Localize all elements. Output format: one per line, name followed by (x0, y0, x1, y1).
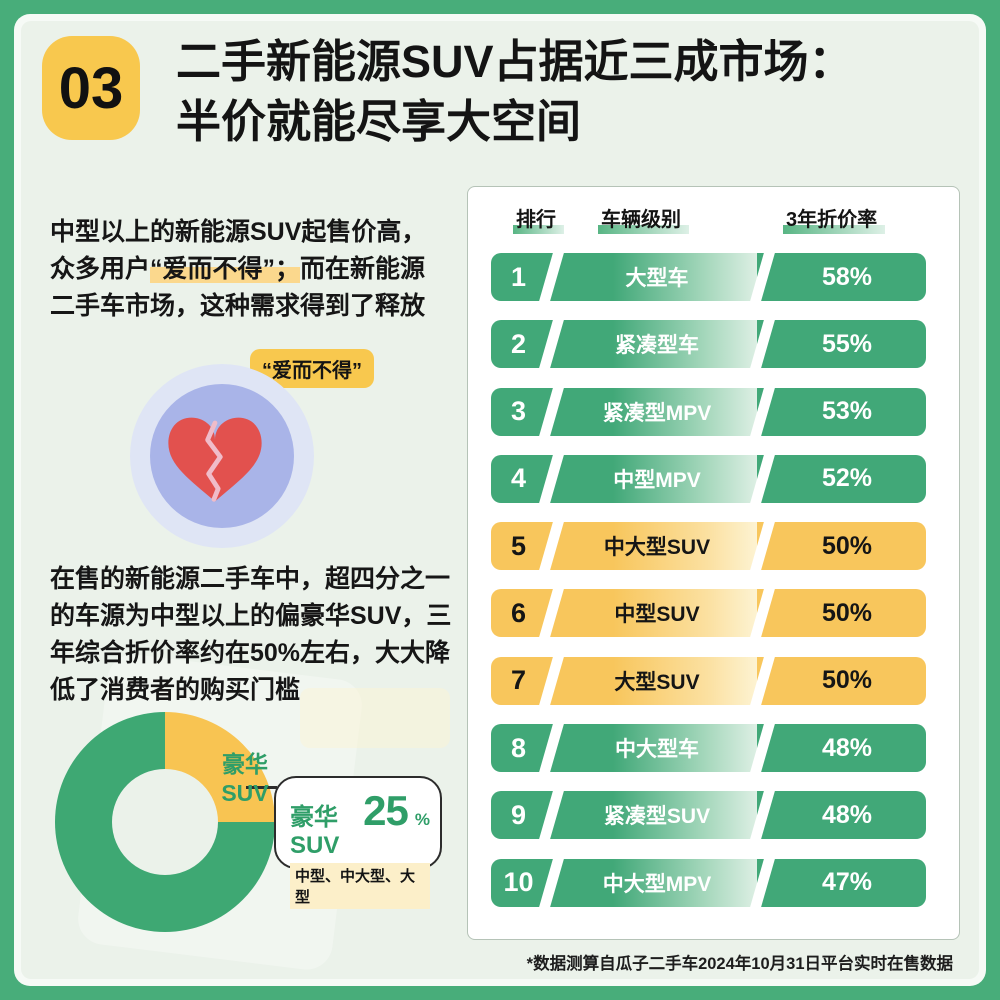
table-header-row: 排行 车辆级别 3年折价率 (468, 203, 959, 234)
class-cell-label: 大型车 (625, 267, 689, 290)
rate-cell: 58% (821, 262, 873, 291)
intro-text-pre: 中型以上的新能源SUV起售价高，众多用户 (50, 218, 427, 283)
column-header-class-label: 车辆级别 (598, 203, 689, 234)
section-number-badge: 03 (42, 36, 140, 140)
broken-heart-icon (168, 417, 262, 502)
class-cell: 中大型SUV (557, 522, 757, 571)
column-header-rate-label: 3年折价率 (782, 203, 886, 234)
class-cell-label: 紧凑型车 (615, 334, 699, 358)
rate-cell: 50% (821, 598, 873, 627)
class-cell: 紧凑型MPV (557, 387, 757, 436)
rate-cell: 55% (821, 329, 873, 358)
table-row-1: 1 大型车 58% (491, 253, 926, 301)
table-row-8: 8 中大型车 48% (491, 724, 926, 773)
column-header-rate: 3年折价率 (782, 203, 886, 234)
table-row-7-highlighted: 7 大型SUV 50% (491, 656, 926, 705)
rank-cell: 2 (510, 328, 527, 359)
callout-series-name: 豪华SUV (290, 804, 340, 859)
class-cell: 紧凑型车 (557, 320, 757, 369)
rank-cell: 8 (510, 732, 527, 763)
class-cell: 中型SUV (557, 589, 757, 638)
rank-cell: 6 (510, 597, 527, 628)
donut-chart: 豪华 SUV (55, 712, 275, 932)
table-row-10: 10 中大型MPV 47% (491, 858, 926, 907)
rank-cell: 3 (510, 396, 527, 427)
class-cell: 中大型MPV (557, 858, 757, 907)
rate-cell: 50% (821, 666, 873, 695)
donut-slice-label-line1: 豪华 (222, 751, 268, 777)
class-cell-label: 中型SUV (614, 603, 700, 627)
class-cell: 中大型车 (557, 724, 757, 773)
class-cell: 大型车 (557, 253, 757, 301)
table-row-4: 4 中型MPV 52% (491, 454, 926, 503)
class-cell-label: 中大型MPV (602, 872, 712, 896)
class-cell-label: 紧凑型SUV (603, 805, 711, 829)
class-cell: 紧凑型SUV (557, 791, 757, 840)
callout-value: 25 (363, 787, 409, 834)
rank-cell: 5 (510, 530, 527, 561)
page-title: 二手新能源SUV占据近三成市场： 半价就能尽享大空间 (176, 32, 854, 152)
rate-cell: 48% (821, 800, 873, 829)
intro-text-post: 而在新能源二手车市场，这种需求得到了释放 (50, 255, 426, 320)
class-cell-label: 大型SUV (614, 670, 700, 694)
table-row-9: 9 紧凑型SUV 48% (491, 791, 926, 840)
body-paragraph: 在售的新能源二手车中，超四分之一的车源为中型以上的偏豪华SUV，三年综合折价率约… (50, 565, 452, 704)
table-row-3: 3 紧凑型MPV 53% (491, 387, 926, 436)
table-row-6-highlighted: 6 中型SUV 50% (491, 589, 926, 638)
rank-cell: 10 (503, 867, 534, 898)
callout-note: 中型、中大型、大型 (290, 863, 430, 909)
rank-cell: 7 (510, 665, 527, 696)
rate-cell: 52% (821, 464, 873, 493)
rank-cell: 4 (510, 463, 527, 494)
intro-paragraph: 中型以上的新能源SUV起售价高，众多用户“爱而不得”；而在新能源二手车市场，这种… (50, 214, 442, 325)
title-line-1: 二手新能源SUV占据近三成市场： (176, 36, 854, 87)
data-source-footnote: *数据测算自瓜子二手车2024年10月31日平台实时在售数据 (526, 955, 953, 973)
rate-cell: 53% (821, 397, 873, 426)
column-header-rank: 排行 (513, 203, 564, 234)
table-row-2: 2 紧凑型车 55% (491, 320, 926, 369)
callout-unit: % (414, 810, 430, 829)
rank-cell: 9 (510, 799, 527, 830)
column-header-class: 车辆级别 (598, 203, 689, 234)
column-header-rank-label: 排行 (513, 203, 564, 234)
class-cell: 中型MPV (557, 454, 757, 503)
class-cell-label: 紧凑型MPV (602, 401, 712, 425)
intro-text-highlight: “爱而不得”； (150, 255, 301, 283)
rate-cell: 48% (821, 733, 873, 762)
title-line-2: 半价就能尽享大空间 (176, 96, 582, 147)
class-cell-label: 中大型车 (615, 738, 699, 762)
class-cell: 大型SUV (557, 656, 757, 705)
callout-leader-line (246, 786, 277, 789)
donut-slice-label: 豪华 SUV (205, 750, 285, 808)
callout-headline: 豪华SUV 25 % (290, 787, 430, 860)
class-cell-label: 中大型SUV (603, 536, 711, 560)
donut-slice-label-line2: SUV (221, 780, 269, 806)
table-row-5-highlighted: 5 中大型SUV 50% (491, 522, 926, 571)
background-watermark (300, 688, 450, 748)
ranking-table-card: 排行 车辆级别 3年折价率 1 大型车 58% 2 紧凑型车 55% 3 紧凑型… (467, 186, 960, 940)
rate-cell: 50% (821, 531, 873, 560)
rate-cell: 47% (821, 868, 873, 897)
class-cell-label: 中型MPV (613, 468, 701, 492)
rank-cell: 1 (510, 261, 527, 292)
donut-callout-card: 豪华SUV 25 % 中型、中大型、大型 (274, 776, 442, 909)
table-body: 1 大型车 58% 2 紧凑型车 55% 3 紧凑型MPV 53% 4 中型MP… (491, 253, 926, 907)
